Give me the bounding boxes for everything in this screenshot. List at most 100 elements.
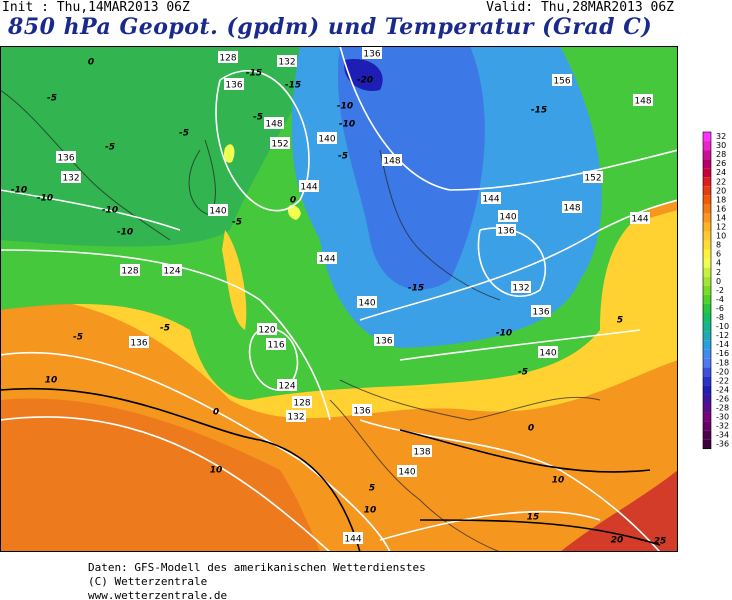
temperature-label: -5 [47,94,57,104]
geopotential-label-box [552,74,572,86]
temperature-label: 20 [611,536,624,546]
colorbar-label: 8 [716,241,721,250]
colorbar-swatch [703,303,711,313]
temperature-label: 0 [290,196,296,206]
geopotential-label-box [286,410,306,422]
temperature-field [0,46,678,552]
colorbar-swatch [703,186,711,196]
colorbar-label: 24 [716,168,726,177]
geopotential-label: 132 [278,58,295,68]
temperature-label: -5 [253,113,263,123]
colorbar-swatch [703,159,711,169]
colorbar-swatch [703,258,711,268]
geopotential-label-box [531,305,551,317]
geopotential-label-box [481,192,501,204]
temperature-label: -10 [496,329,512,339]
geopotential-label: 136 [532,308,549,318]
geopotential-label: 140 [358,299,375,309]
colorbar-swatch [703,195,711,205]
colorbar-label: -18 [716,358,729,367]
colorbar-swatch [703,240,711,250]
colorbar-swatch [703,222,711,232]
colorbar-swatch [703,177,711,187]
temperature-label: 5 [617,316,623,326]
map-title: 850 hPa Geopot. (gpdm) und Temperatur (G… [8,14,653,40]
colorbar-label: -4 [716,295,724,304]
geopotential-label-box [208,204,228,216]
temperature-label: 10 [552,476,565,486]
geopotential-label-box [633,94,653,106]
geopotential-label-box [162,264,182,276]
geopotential-label: 156 [553,77,570,87]
geopotential-label: 120 [258,326,275,336]
geopotential-label: 124 [163,267,180,277]
colorbar-swatch [703,412,711,422]
colorbar-swatch [703,294,711,304]
geopotential-label-box [583,171,603,183]
geopotential-label: 140 [499,213,516,223]
geopotential-label-box [317,252,337,264]
temperature-label: 0 [528,424,534,434]
colorbar-label: -16 [716,349,729,358]
temperature-label: 5 [369,484,375,494]
colorbar-swatch [703,313,711,323]
geopotential-label-box [412,445,432,457]
geopotential-label-box [129,336,149,348]
temperature-label: -10 [339,120,355,130]
geopotential-label-box [264,117,284,129]
geopotential-label: 152 [271,140,288,150]
temperature-label: -15 [408,284,424,294]
geopotential-label-box [362,47,382,59]
colorbar-label: -20 [716,367,729,376]
colorbar-label: 0 [716,277,721,286]
geopotential-label-box [538,346,558,358]
colorbar-label: 22 [716,177,726,186]
colorbar-label: -26 [716,394,729,403]
colorbar-label: 14 [716,213,726,222]
colorbar-label: -28 [716,404,729,413]
colorbar-label: 30 [716,141,726,150]
colorbar-label: -32 [716,422,729,431]
temperature-label: -5 [518,368,528,378]
geopotential-label: 148 [634,97,651,107]
colorbar-swatch [703,430,711,440]
colorbar-label: -12 [716,331,729,340]
temperature-label: -10 [37,194,53,204]
colorbar-label: 4 [716,259,721,268]
temperature-label: 0 [213,408,219,418]
colorbar-swatch [703,249,711,259]
geopotential-label-box [270,137,290,149]
temperature-label: -5 [338,152,348,162]
colorbar-label: -34 [716,431,729,440]
footer-url: www.wetterzentrale.de [88,589,228,600]
geopotential-label: 138 [413,448,430,458]
colorbar-swatch [703,231,711,241]
colorbar-label: -2 [716,286,724,295]
geopotential-label: 132 [287,413,304,423]
geopotential-label: 140 [209,207,226,217]
geopotential-label-box [266,338,286,350]
geopotential-label: 136 [57,154,74,164]
colorbar-label: -22 [716,376,729,385]
geopotential-label-box [498,210,518,222]
temperature-label: -10 [337,102,353,112]
colorbar-label: 10 [716,232,726,241]
colorbar-label: -30 [716,413,729,422]
colorbar-swatch [703,358,711,368]
geopotential-label: 140 [398,468,415,478]
geopotential-label-box [562,201,582,213]
geopotential-label: 128 [293,399,310,409]
colorbar-swatch [703,276,711,286]
geopotential-label-box [357,296,377,308]
colorbar-swatch [703,340,711,350]
colorbar-label: 28 [716,150,726,159]
temperature-label: -5 [105,143,115,153]
colorbar-label: -10 [716,322,729,331]
geopotential-label: 148 [563,204,580,214]
colorbar-label: 12 [716,223,726,232]
colorbar-label: 32 [716,132,726,141]
temperature-label: 10 [210,466,223,476]
colorbar-label: -36 [716,440,729,449]
geopotential-label: 136 [225,81,242,91]
